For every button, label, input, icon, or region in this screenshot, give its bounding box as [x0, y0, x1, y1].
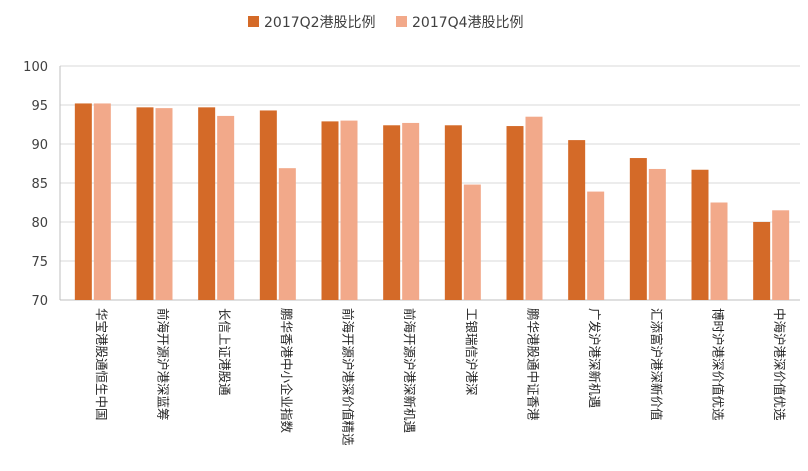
- bar-q2: [753, 222, 771, 300]
- y-axis: 70 75 80 85 90 95 100: [23, 60, 48, 309]
- bar-q4: [710, 202, 728, 300]
- x-tick-label: 博时沪港深价值优选: [711, 308, 726, 421]
- y-tick-label: 100: [23, 60, 48, 75]
- bar-q2: [568, 140, 586, 300]
- x-tick-label: 长信上证港股通: [217, 308, 232, 396]
- bar-q4: [155, 108, 173, 301]
- x-tick-label: 前海开源沪港深价值精选: [341, 308, 356, 446]
- bar-q2: [259, 110, 277, 301]
- bar-q4: [93, 103, 111, 300]
- bar-q2: [321, 121, 339, 300]
- legend: 2017Q2港股比例 2017Q4港股比例: [248, 15, 524, 31]
- bar-q4: [340, 120, 358, 300]
- bar-q4: [525, 116, 543, 300]
- x-tick-label: 汇添富沪港深新价值: [649, 308, 664, 421]
- bar-q2: [383, 125, 401, 300]
- x-tick-label: 中海沪港深价值优选: [772, 308, 787, 421]
- x-tick-label: 前海开源沪港深新机遇: [402, 308, 417, 433]
- y-tick-label: 95: [31, 99, 48, 114]
- x-tick-label: 华宝港股通恒生中国: [94, 308, 109, 421]
- y-tick-label: 70: [31, 294, 48, 309]
- legend-swatch: [248, 16, 259, 27]
- bar-q4: [648, 168, 666, 300]
- bar-q4: [217, 115, 235, 300]
- y-tick-label: 75: [31, 255, 48, 270]
- y-tick-label: 85: [31, 177, 48, 192]
- bars-layer: [74, 103, 790, 301]
- grid-layer: [59, 65, 800, 301]
- bar-q4: [402, 122, 420, 300]
- bar-q4: [587, 191, 605, 300]
- bar-q2: [691, 169, 709, 300]
- x-tick-label: 鹏华香港中小企业指数: [279, 308, 294, 434]
- legend-swatch: [396, 16, 407, 27]
- y-tick-label: 80: [31, 216, 48, 231]
- x-tick-label: 广发沪港深新机遇: [587, 308, 602, 408]
- bar-q2: [444, 125, 462, 300]
- bar-q4: [463, 184, 481, 300]
- legend-label: 2017Q4港股比例: [412, 15, 524, 31]
- x-tick-label: 工银瑞信沪港深: [464, 308, 479, 396]
- bar-q4: [278, 168, 296, 300]
- bar-q2: [198, 107, 216, 300]
- bar-q2: [136, 107, 154, 300]
- bar-q2: [74, 103, 92, 300]
- bar-q4: [772, 210, 790, 300]
- x-tick-label: 鹏华港股通中证香港: [526, 308, 541, 421]
- x-tick-label: 前海开源沪港深蓝筹: [156, 308, 171, 421]
- bar-q2: [629, 158, 647, 300]
- legend-label: 2017Q2港股比例: [264, 15, 376, 31]
- x-axis: 华宝港股通恒生中国 前海开源沪港深蓝筹 长信上证港股通 鹏华香港中小企业指数 前海开源沪…: [94, 308, 787, 446]
- bar-q2: [506, 126, 524, 300]
- y-tick-label: 90: [31, 138, 48, 153]
